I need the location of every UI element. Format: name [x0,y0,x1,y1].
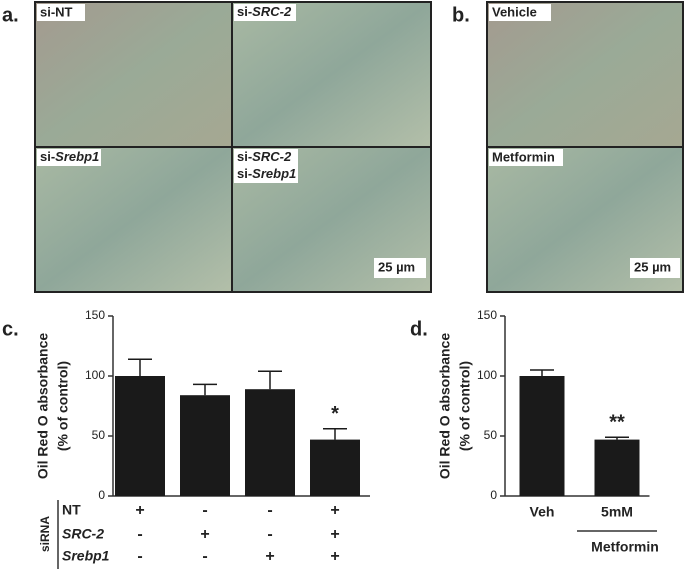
table-cell: - [137,526,142,543]
significance: * [331,403,339,425]
image-label: si-Srebp1 [40,149,99,164]
row-label: SRC-2 [62,526,104,542]
table-cell: + [265,548,274,565]
significance: ** [609,411,625,433]
y-axis-label: Oil Red O absorbance [437,333,453,479]
scale-bar-label: 25 µm [634,259,671,274]
label-bg [37,4,85,21]
y-axis-label: Oil Red O absorbance [35,333,51,479]
micrographs-b: Vehicle Metformin 25 µm [486,1,684,293]
table-cell: + [330,502,339,519]
image-label: si-NT [40,4,73,19]
table-cell: + [330,548,339,565]
bar [594,439,640,496]
table-cell: - [137,548,142,565]
y-tick-label: 50 [484,428,498,442]
x-tick-label: Veh [530,504,555,520]
image-label: Vehicle [492,4,537,19]
micrograph [232,2,431,147]
label-bg [630,258,680,278]
label-bg [234,4,296,21]
table-cell: - [267,526,272,543]
y-tick-label: 150 [85,308,105,322]
panel-label: b. [452,4,470,26]
table-cell: + [135,502,144,519]
y-tick-label: 100 [477,368,497,382]
y-tick-label: 0 [490,488,497,502]
y-tick-label: 50 [92,428,106,442]
group-label: Metformin [591,539,659,555]
y-tick-label: 0 [98,488,105,502]
table-cell: - [202,502,207,519]
label-bg [37,149,101,166]
scale-bar-label: 25 µm [378,259,415,274]
y-axis-label: (% of control) [55,361,71,451]
image-label: Metformin [492,149,555,164]
label-bg [374,258,426,278]
panel-label: d. [410,318,428,340]
label-bg [489,149,563,166]
bar [180,395,230,496]
table-cell: + [200,526,209,543]
micrograph [35,2,232,147]
bar [519,376,565,496]
image-label: si-Srebp1 [237,166,296,181]
image-label: si-SRC-2 [237,4,292,19]
bar [245,389,295,496]
row-label: Srebp1 [62,548,110,564]
row-label: NT [62,502,81,518]
label-bg [489,4,551,21]
bar [115,376,165,496]
x-tick-label: 5mM [601,504,633,520]
panel-label: a. [2,4,19,26]
micrograph [35,147,232,292]
micrographs-a: si-NT si-SRC-2 si-Srebp1 si-SRC-2 si-Sre… [34,1,432,293]
y-tick-label: 150 [477,308,497,322]
image-label: si-SRC-2 [237,149,292,164]
micrograph [487,2,683,147]
table-cell: - [202,548,207,565]
table-title: siRNA [38,516,52,552]
panel-label: c. [2,318,19,340]
y-tick-label: 100 [85,368,105,382]
bar [310,439,360,496]
label-bg [234,149,298,183]
table-cell: - [267,502,272,519]
table-cell: + [330,526,339,543]
y-axis-label: (% of control) [457,361,473,451]
